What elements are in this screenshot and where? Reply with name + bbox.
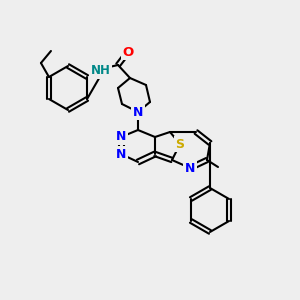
- Text: N: N: [116, 130, 126, 143]
- Text: S: S: [176, 137, 184, 151]
- Text: O: O: [122, 46, 134, 59]
- Text: NH: NH: [91, 64, 111, 77]
- Text: N: N: [185, 161, 195, 175]
- Text: N: N: [116, 148, 126, 160]
- Text: N: N: [133, 106, 143, 118]
